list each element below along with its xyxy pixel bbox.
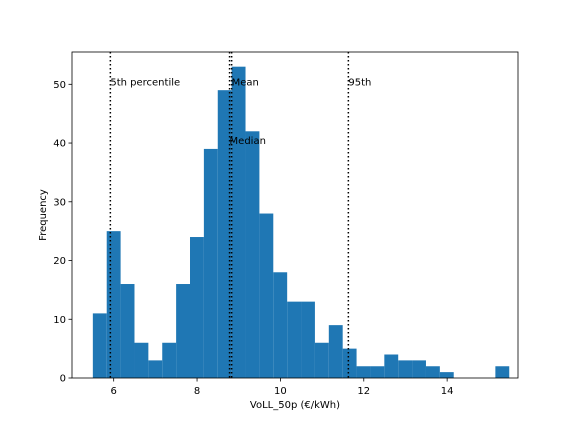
reference-line-label: Mean: [232, 77, 259, 88]
y-axis-label: Frequency: [38, 189, 49, 241]
histogram-bar: [412, 360, 426, 378]
histogram-bar: [190, 237, 204, 378]
plot-frame: [71, 51, 519, 379]
histogram-bar: [245, 131, 260, 378]
histogram-bar: [259, 213, 274, 378]
histogram-bar: [342, 348, 357, 378]
histogram-bar: [301, 301, 315, 378]
histogram-bar: [495, 366, 510, 378]
histogram-bar: [439, 372, 454, 378]
histogram-bar: [273, 272, 288, 378]
y-axis-ticks: 0 10 20 30 40 50: [53, 80, 72, 385]
y-tick-label: 10: [53, 315, 66, 326]
x-tick-label: 14: [441, 386, 454, 397]
reference-line-label: 5th percentile: [110, 77, 180, 88]
y-tick-label: 20: [53, 256, 66, 267]
histogram-bar: [370, 366, 385, 378]
histogram-bar: [231, 66, 246, 378]
annotations-group: 5th percentile Mean Median 95th: [110, 77, 371, 147]
histogram-bar: [176, 284, 191, 378]
histogram-bar: [314, 342, 329, 378]
bars-group: [92, 66, 510, 379]
histogram-bar: [356, 366, 371, 378]
y-tick-label: 0: [60, 374, 66, 385]
histogram-bar: [287, 301, 302, 378]
histogram-bar: [398, 360, 413, 378]
x-tick-label: 6: [110, 386, 116, 397]
histogram-bar: [106, 231, 121, 378]
histogram-bar: [203, 148, 218, 378]
histogram-bar: [384, 354, 399, 378]
histogram-bar: [162, 342, 177, 378]
histogram-bar: [92, 313, 107, 378]
histogram-bar: [328, 325, 343, 378]
x-tick-label: 12: [357, 386, 370, 397]
histogram-bar: [217, 90, 232, 379]
reference-line-label: Median: [230, 136, 266, 147]
x-tick-label: 10: [274, 386, 287, 397]
y-tick-label: 30: [53, 197, 66, 208]
histogram-bar: [134, 342, 149, 378]
y-tick-label: 40: [53, 139, 66, 150]
x-axis-label: VoLL_50p (€/kWh): [250, 400, 340, 411]
x-tick-label: 8: [194, 386, 200, 397]
y-tick-label: 50: [53, 80, 66, 91]
histogram-bar: [425, 366, 440, 378]
histogram-bar: [120, 284, 135, 378]
x-axis-ticks: 6 8 10 12 14: [110, 378, 454, 397]
histogram-bar: [148, 360, 163, 378]
reference-line-label: 95th: [348, 77, 371, 88]
